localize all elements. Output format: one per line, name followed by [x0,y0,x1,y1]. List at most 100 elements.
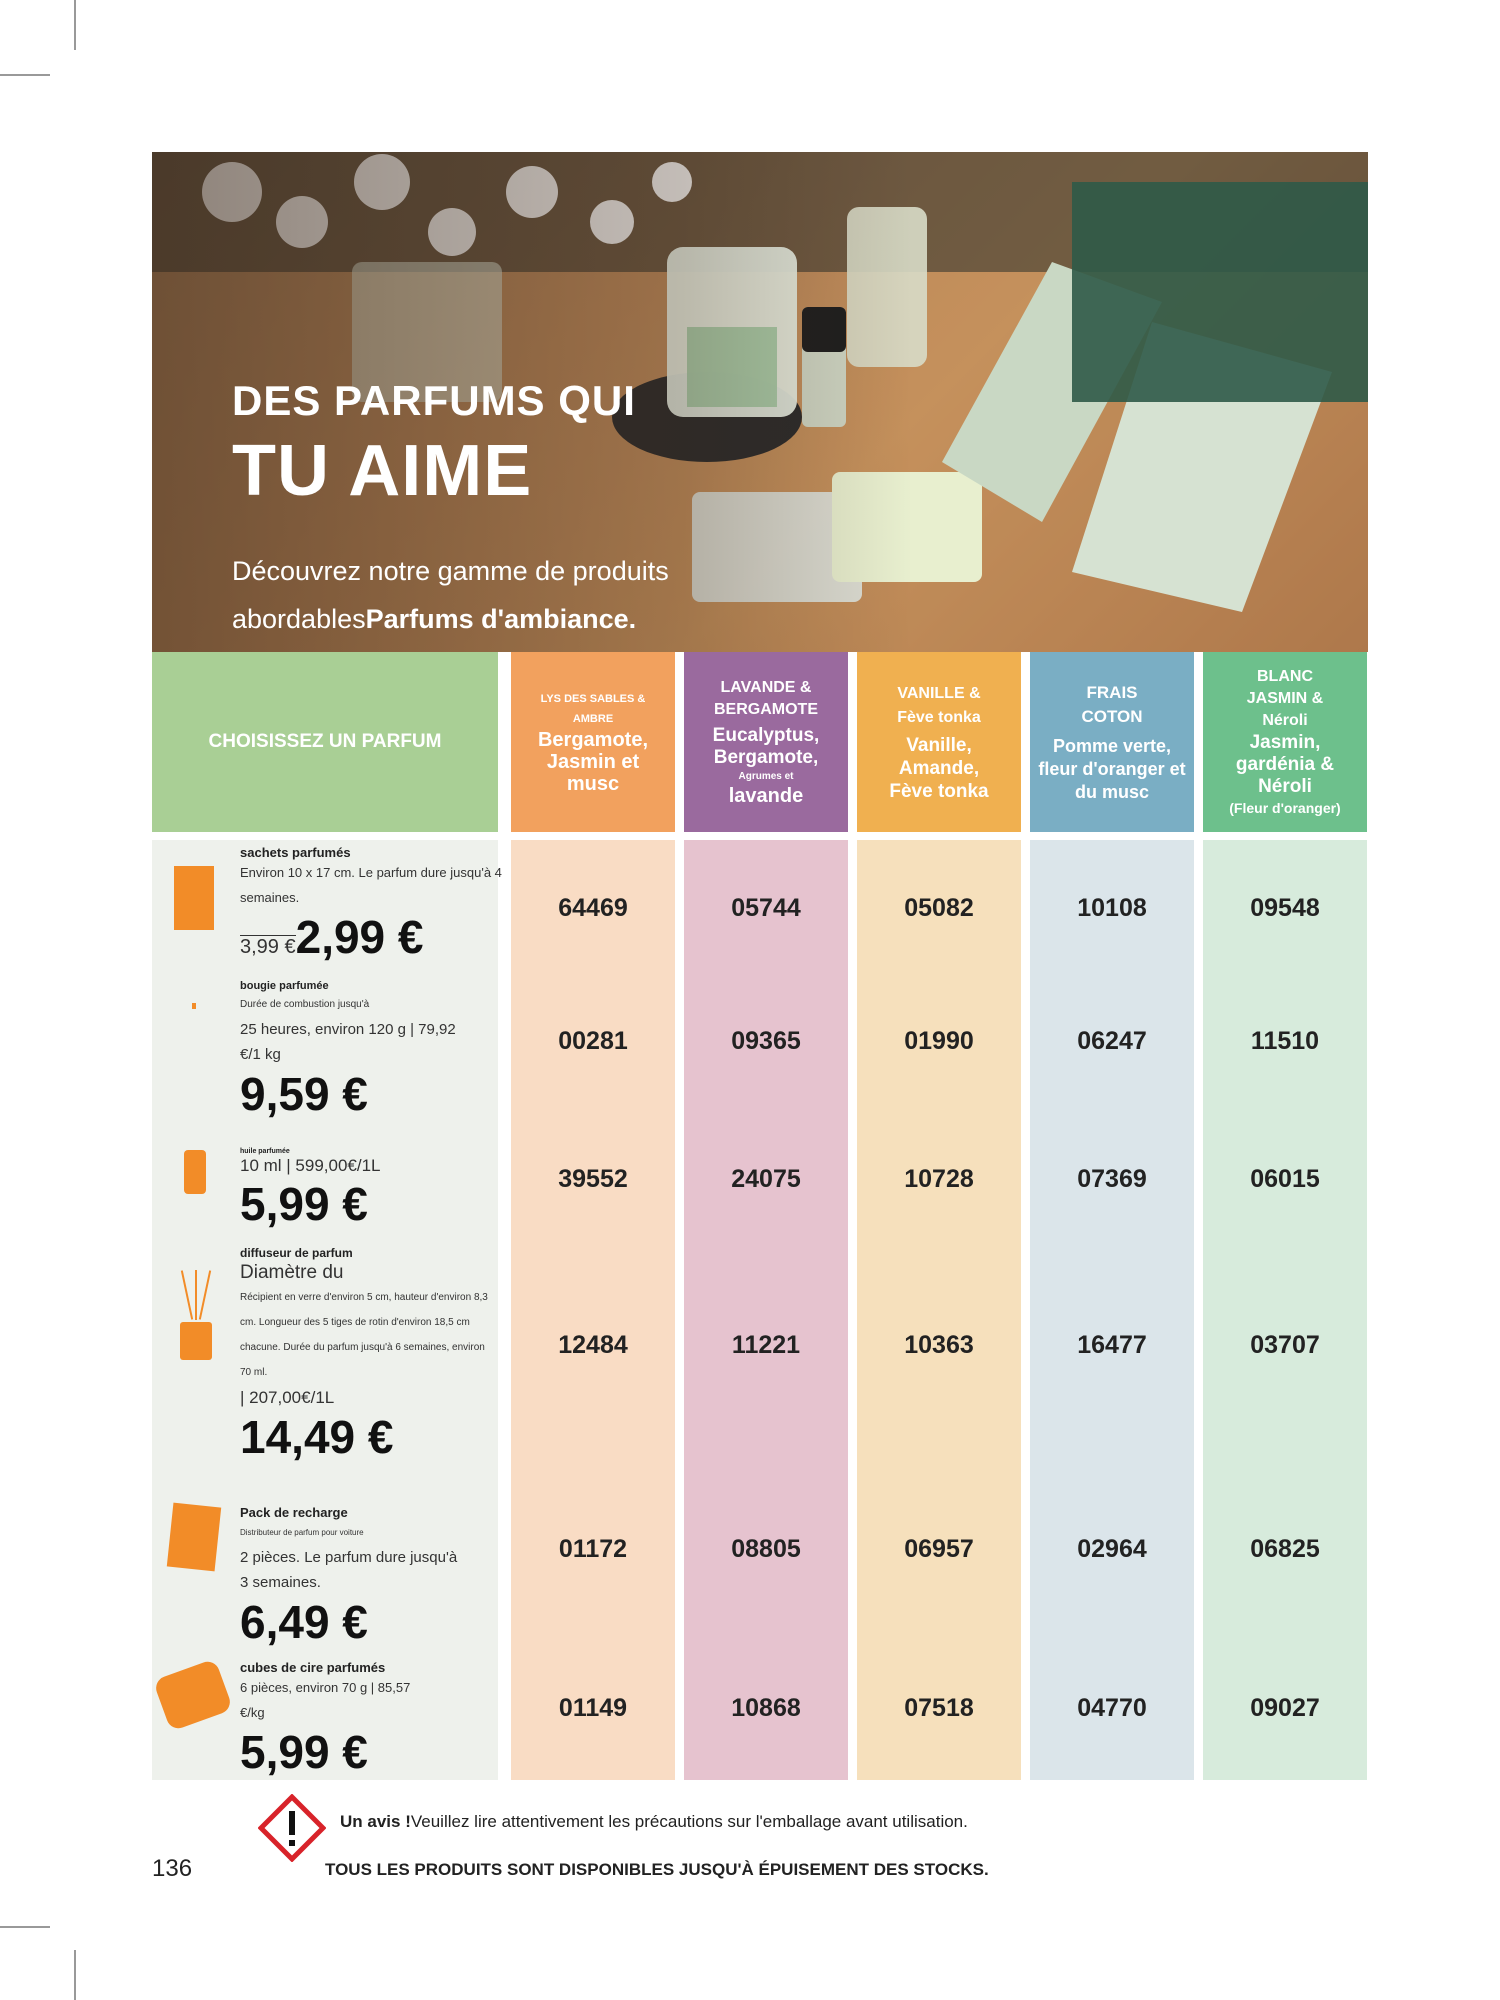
row-3-code-5: 06015 [1250,1165,1320,1193]
product-price: 5,99 € [240,1178,368,1230]
row-6-code-5: 09027 [1250,1694,1320,1722]
product-oil: huile parfumée 10 ml | 599,00€/1L 5,99 € [240,1148,500,1231]
column-body-vanille-tonka [857,840,1021,1780]
product-candle: bougie parfumée Durée de combustion jusq… [240,980,500,1121]
product-description: Diamètre du [240,1262,344,1283]
product-wax-cubes: cubes de cire parfumés 6 pièces, environ… [240,1660,500,1779]
row-3-code-4: 07369 [1077,1165,1147,1193]
warning-note: Un avis !Veuillez lire attentivement les… [340,1812,968,1832]
product-name: cubes de cire parfumés [240,1660,386,1675]
column-notes: Eucalyptus, Bergamote, [712,725,820,768]
page-number: 136 [152,1855,193,1882]
product-price: 6,49 € [240,1596,368,1648]
product-name: diffuseur de parfum [240,1246,353,1260]
product-panel [152,840,498,1780]
product-diffuser: diffuseur de parfum Diamètre du Récipien… [240,1246,500,1464]
row-4-code-4: 16477 [1077,1331,1147,1359]
row-2-code-4: 06247 [1077,1027,1147,1055]
product-description: 6 pièces, environ 70 g | 85,57 €/kg [240,1680,411,1720]
product-refill: Pack de recharge Distributeur de parfum … [240,1505,500,1649]
column-header-vanille-tonka: VANILLE & Fève tonka Vanille, Amande, Fè… [857,652,1021,832]
row-6-code-1: 01149 [558,1694,628,1722]
column-body-blanc-jasmin [1203,840,1367,1780]
column-name: BLANC JASMIN & Néroli [1246,668,1324,729]
product-description: Environ 10 x 17 cm. Le parfum dure jusqu… [240,865,502,905]
row-5-code-1: 01172 [558,1535,628,1563]
column-header-frais-coton: FRAIS COTON Pomme verte, fleur d'oranger… [1030,652,1194,832]
product-price: 3,99 €2,99 € [240,910,500,964]
product-description-end: | 207,00€/1L [240,1388,335,1407]
column-notes: Bergamote, Jasmin et musc [537,729,649,795]
row-1-code-4: 10108 [1077,894,1147,922]
hero-subtitle-plain: Découvrez notre gamme de produits aborda… [232,556,669,634]
row-3-code-1: 39552 [558,1165,628,1193]
row-2-code-1: 00281 [558,1027,628,1055]
warning-bold: Un avis ! [340,1812,411,1831]
row-5-code-4: 02964 [1077,1535,1147,1563]
column-notes: Vanille, Amande, Fève tonka [889,734,989,802]
column-notes-small: (Fleur d'oranger) [1229,800,1341,816]
row-5-code-2: 08805 [731,1535,801,1563]
product-price: 5,99 € [240,1726,368,1778]
crop-mark [0,1926,50,1928]
column-body-lavande-bergamote [684,840,848,1780]
column-header-blanc-jasmin: BLANC JASMIN & Néroli Jasmin, gardénia &… [1203,652,1367,832]
column-header-lavande-bergamote: LAVANDE & BERGAMOTE Eucalyptus, Bergamot… [684,652,848,832]
product-description: 25 heures, environ 120 g | 79,92 €/1 kg [240,1021,456,1063]
row-6-code-3: 07518 [904,1694,974,1722]
product-name: bougie parfumée [240,980,329,992]
crop-mark [74,0,76,50]
row-5-code-5: 06825 [1250,1535,1320,1563]
refill-pack-icon [166,1502,222,1572]
column-name: LAVANDE & BERGAMOTE [714,679,818,718]
row-5-code-3: 06957 [904,1535,974,1563]
row-4-code-5: 03707 [1250,1331,1320,1359]
column-body-frais-coton [1030,840,1194,1780]
product-name: huile parfumée [240,1148,290,1155]
column-header-lys-ambre: LYS DES SABLES & AMBRE Bergamote, Jasmin… [511,652,675,832]
column-notes-small: Agrumes et [738,771,794,782]
product-price: 9,59 € [240,1068,368,1120]
row-6-code-4: 04770 [1077,1694,1147,1722]
hero-shade [152,152,912,652]
row-2-code-3: 01990 [904,1027,974,1055]
row-1-code-3: 05082 [904,894,974,922]
product-sachets: sachets parfumés Environ 10 x 17 cm. Le … [240,845,502,964]
product-description-small: Récipient en verre d'environ 5 cm, haute… [240,1292,488,1378]
product-description-small: Durée de combustion jusqu'à [240,999,370,1010]
warning-icon [258,1794,326,1862]
crop-mark [0,74,50,76]
product-name: sachets parfumés [240,845,351,860]
product-description: 10 ml | 599,00€/1L [240,1156,381,1175]
row-1-code-5: 09548 [1250,894,1320,922]
column-notes-end: lavande [728,785,804,807]
product-new-price: 2,99 € [295,911,424,963]
row-4-code-3: 10363 [904,1331,974,1359]
crop-mark [74,1950,76,2000]
column-body-lys-ambre [511,840,675,1780]
hero-title-line2: TU AIME [232,431,533,511]
row-1-code-1: 64469 [558,894,628,922]
product-description-small: Distributeur de parfum pour voiture [240,1528,364,1537]
row-2-code-5: 11510 [1250,1027,1320,1055]
row-3-code-2: 24075 [731,1165,801,1193]
column-name: LYS DES SABLES & AMBRE [540,693,646,725]
oil-bottle-icon [184,1150,206,1194]
column-name: FRAIS COTON [1081,682,1143,726]
scented-sachet-icon [174,866,214,930]
column-notes: Jasmin, gardénia & Néroli [1235,732,1335,797]
column-notes: Pomme verte, fleur d'oranger et du musc [1038,735,1186,802]
hero-subtitle-bold: Parfums d'ambiance. [365,604,637,634]
row-2-code-2: 09365 [731,1027,801,1055]
row-1-code-2: 05744 [731,894,801,922]
choose-scent-header: CHOISISSEZ UN PARFUM [152,652,498,832]
choose-scent-label: CHOISISSEZ UN PARFUM [208,731,442,752]
product-name: Pack de recharge [240,1505,348,1520]
diffuser-icon [178,1270,214,1362]
row-4-code-2: 11221 [731,1331,801,1359]
product-price: 14,49 € [240,1411,394,1463]
hero-title-line1: DES PARFUMS QUI [232,377,636,424]
stock-note: TOUS LES PRODUITS SONT DISPONIBLES JUSQU… [325,1860,989,1879]
hero-banner: DES PARFUMS QUI TU AIME Découvrez notre … [152,152,1368,652]
product-description: 2 pièces. Le parfum dure jusqu'à 3 semai… [240,1549,458,1591]
